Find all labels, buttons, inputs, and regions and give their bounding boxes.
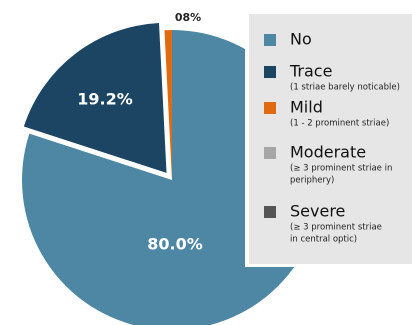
legend-swatch bbox=[264, 102, 276, 114]
legend-description: (1 striae barely noticable) bbox=[290, 83, 400, 93]
legend-description: (1 - 2 prominent striae) bbox=[290, 119, 389, 129]
data-label: 80.0% bbox=[147, 235, 203, 254]
legend-label: Mild bbox=[290, 98, 323, 117]
legend-swatch bbox=[264, 34, 276, 46]
data-label: 19.2% bbox=[77, 90, 133, 109]
legend-swatch bbox=[264, 66, 276, 78]
legend-label: Severe bbox=[290, 202, 345, 221]
legend-swatch bbox=[264, 206, 276, 218]
legend-swatch bbox=[264, 147, 276, 159]
legend: No Trace (1 striae barely noticable) Mild (1… bbox=[245, 11, 412, 267]
legend-label: No bbox=[290, 30, 312, 49]
legend-description: (≥ 3 prominent striae in bbox=[290, 164, 392, 174]
legend-label: Moderate bbox=[290, 143, 366, 162]
legend-description: periphery) bbox=[290, 176, 334, 186]
pie-slice bbox=[164, 30, 172, 180]
legend-label: Trace bbox=[289, 62, 332, 81]
legend-description: in central optic) bbox=[290, 235, 357, 245]
legend-box bbox=[249, 14, 412, 264]
legend-description: (≥ 3 prominent striae bbox=[290, 223, 382, 233]
pie-slice bbox=[23, 23, 167, 173]
data-label: 08% bbox=[175, 11, 201, 24]
